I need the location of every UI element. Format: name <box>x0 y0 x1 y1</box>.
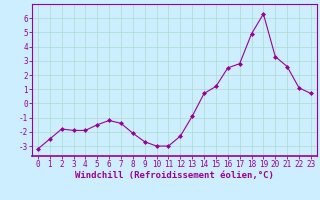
X-axis label: Windchill (Refroidissement éolien,°C): Windchill (Refroidissement éolien,°C) <box>75 171 274 180</box>
